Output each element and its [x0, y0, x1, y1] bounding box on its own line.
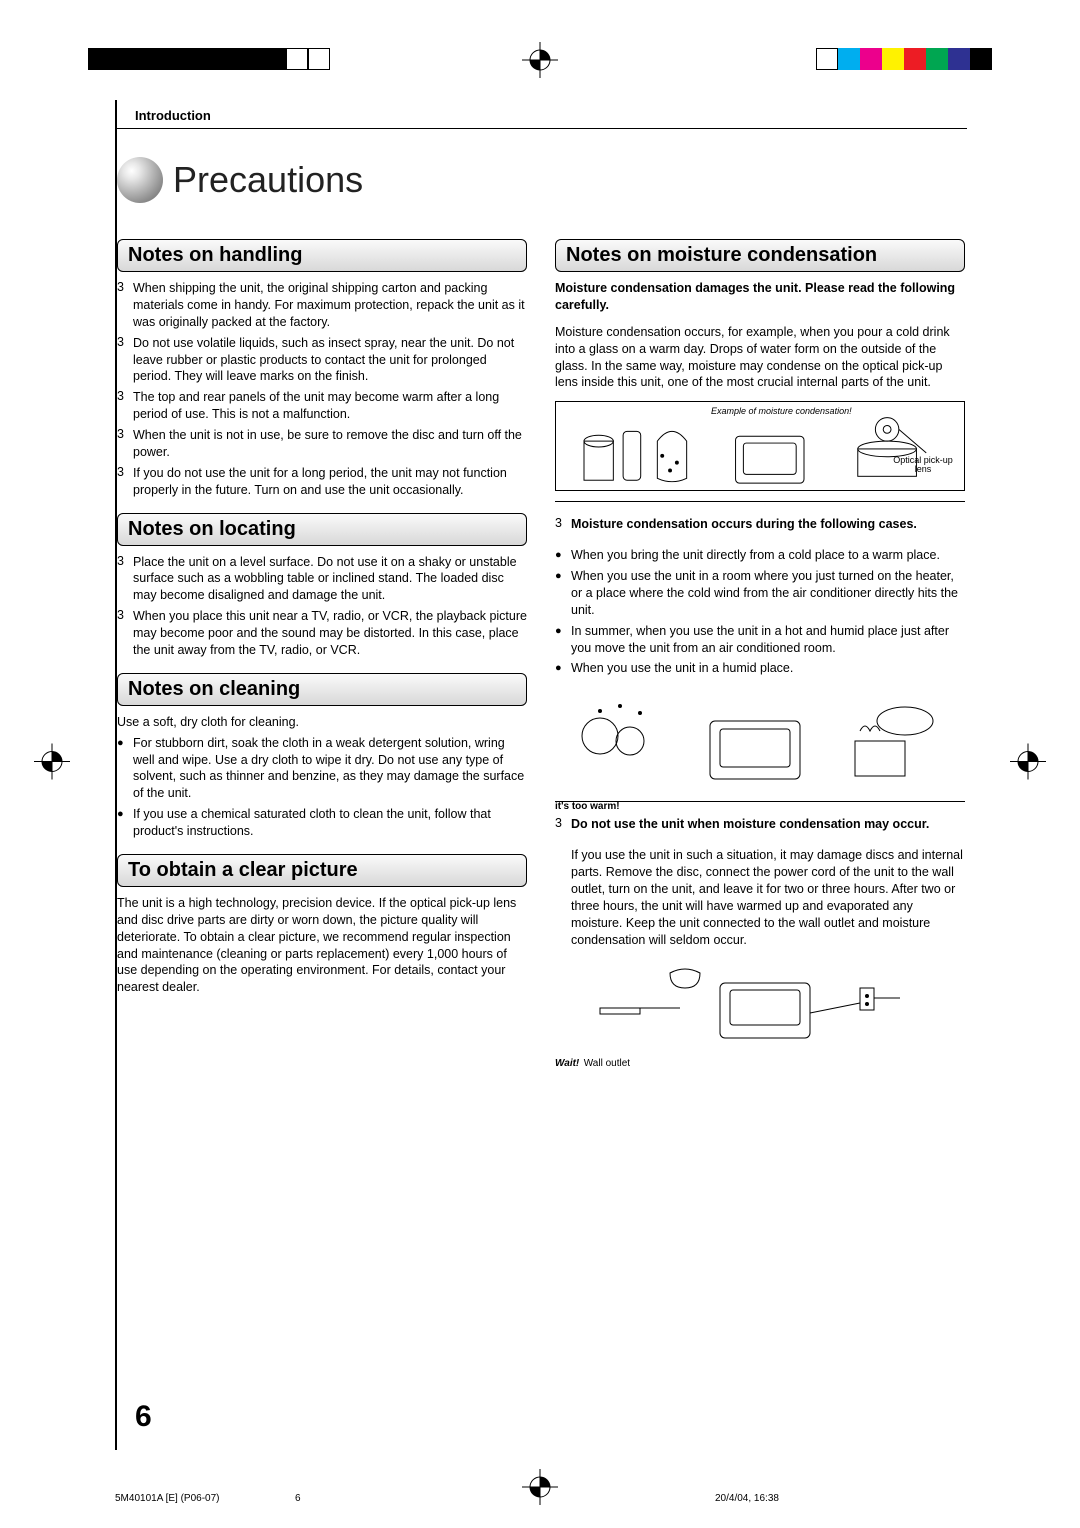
- crosshair-bottom: [522, 1469, 558, 1510]
- right-column: Notes on moisture condensation Moisture …: [555, 239, 965, 1058]
- footer-docid: 5M40101A [E] (P06-07): [115, 1493, 295, 1504]
- moisture-lead-bold: Moisture condensation damages the unit. …: [555, 280, 965, 314]
- page-title-row: Precautions: [117, 157, 965, 203]
- list-cases: When you bring the unit directly from a …: [555, 547, 965, 677]
- clear-picture-body: The unit is a high technology, precision…: [117, 895, 527, 996]
- heading-moisture: Notes on moisture condensation: [555, 239, 965, 272]
- heading-locating: Notes on locating: [117, 513, 527, 546]
- cases-heading: Moisture condensation occurs during the …: [571, 516, 965, 533]
- donot-heading: Do not use the unit when moisture conden…: [571, 816, 965, 833]
- heading-cleaning: Notes on cleaning: [117, 673, 527, 706]
- list-item: When you bring the unit directly from a …: [555, 547, 965, 564]
- list-item: Place the unit on a level surface. Do no…: [117, 554, 527, 605]
- list-item: When the unit is not in use, be sure to …: [117, 427, 527, 461]
- list-item: When you place this unit near a TV, radi…: [117, 608, 527, 659]
- crosshair-right: [1010, 744, 1046, 785]
- donot-heading-wrap: Do not use the unit when moisture conden…: [555, 816, 965, 833]
- cases-heading-wrap: Moisture condensation occurs during the …: [555, 516, 965, 533]
- donot-body: If you use the unit in such a situation,…: [555, 847, 965, 948]
- illustration-condensation: Example of moisture condensation! Optica…: [555, 401, 965, 491]
- crosshair-left: [34, 744, 70, 785]
- page-number: 6: [135, 1400, 152, 1434]
- illus2-bubble: it's too warm!: [555, 801, 620, 812]
- heading-handling: Notes on handling: [117, 239, 527, 272]
- illus1-label: Optical pick-up lens: [888, 456, 958, 474]
- list-locating: Place the unit on a level surface. Do no…: [117, 554, 527, 659]
- separator: [555, 501, 965, 502]
- heading-clear-picture: To obtain a clear picture: [117, 854, 527, 887]
- page-title: Precautions: [173, 159, 363, 201]
- list-item: When you use the unit in a room where yo…: [555, 568, 965, 619]
- list-item: The top and rear panels of the unit may …: [117, 389, 527, 423]
- left-column: Notes on handling When shipping the unit…: [117, 239, 527, 1058]
- cleaning-intro: Use a soft, dry cloth for cleaning.: [117, 714, 527, 731]
- page-content: Introduction Precautions Notes on handli…: [115, 100, 965, 1450]
- list-item: If you do not use the unit for a long pe…: [117, 465, 527, 499]
- list-item: For stubborn dirt, soak the cloth in a w…: [117, 735, 527, 803]
- list-cleaning: For stubborn dirt, soak the cloth in a w…: [117, 735, 527, 840]
- density-squares: [88, 48, 330, 70]
- list-item: When you use the unit in a humid place.: [555, 660, 965, 677]
- footer-timestamp: 20/4/04, 16:38: [595, 1493, 965, 1504]
- list-handling: When shipping the unit, the original shi…: [117, 280, 527, 499]
- color-bar: [816, 48, 992, 70]
- list-item: When shipping the unit, the original shi…: [117, 280, 527, 331]
- sphere-icon: [117, 157, 163, 203]
- list-item: If you use a chemical saturated cloth to…: [117, 806, 527, 840]
- section-label: Introduction: [117, 108, 967, 129]
- registration-marks-top: [0, 42, 1080, 82]
- illustration-warm: it's too warm!: [555, 691, 965, 791]
- list-item: Do not use volatile liquids, such as ins…: [117, 335, 527, 386]
- illustration-wait: Wait! Wall outlet: [555, 958, 965, 1048]
- list-item: In summer, when you use the unit in a ho…: [555, 623, 965, 657]
- illus1-caption: Example of moisture condensation!: [711, 406, 852, 416]
- crosshair-top: [522, 42, 558, 78]
- illus3-label: Wall outlet: [584, 1058, 630, 1069]
- moisture-lead-body: Moisture condensation occurs, for exampl…: [555, 324, 965, 392]
- illus3-bubble: Wait!: [555, 1058, 579, 1069]
